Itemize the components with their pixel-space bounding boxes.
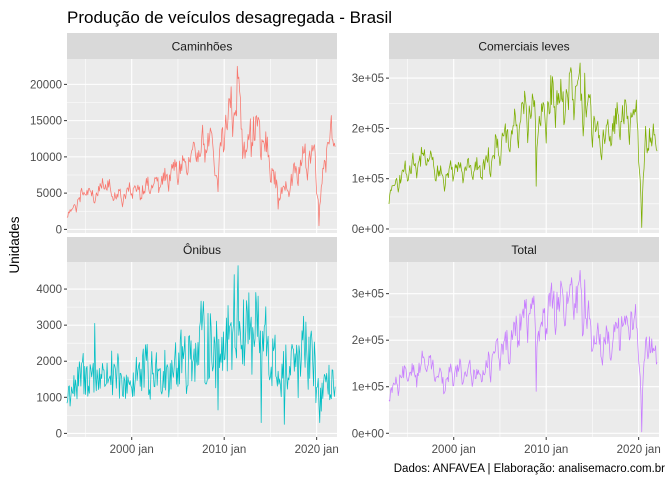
panel-3-background xyxy=(67,262,337,437)
panel-2-y-tick-label: 2e+05 xyxy=(352,123,384,135)
chart-caption: Dados: ANFAVEA | Elaboração: analisemacr… xyxy=(394,463,665,475)
panel-2-strip xyxy=(389,33,659,59)
panel-4-strip-label: Total xyxy=(511,243,536,257)
panel-2-series-line xyxy=(388,62,658,228)
panel-3-x-tick-label: 2010 jan xyxy=(202,444,246,456)
chart-title: Produção de veículos desagregada - Brasi… xyxy=(67,8,392,27)
panel-1-background xyxy=(67,59,337,233)
panel-2-y-tick-label: 1e+05 xyxy=(352,174,384,186)
panel-2: Comerciais leves 0e+00 1e+05 2e+05 3e+05 xyxy=(352,33,659,236)
panel-1-strip-label: Caminhões xyxy=(172,40,233,54)
panel-3-x-tick-label: 2000 jan xyxy=(110,444,154,456)
panel-3-y-tick-label: 3000 xyxy=(36,320,62,332)
panel-3-y-tick-label: 0 xyxy=(56,428,62,440)
panel-4-y-tick-label: 1e+05 xyxy=(352,382,384,394)
panel-3-y-tick-label: 4000 xyxy=(36,284,62,296)
panel-3: Ônibus 0 1000 2000 3000 4000 2000 jan 2010 jan 2… xyxy=(36,237,339,456)
panel-4-x-tick-label: 2010 jan xyxy=(524,444,568,456)
panel-2-background xyxy=(389,59,659,233)
panel-1-y-tick-label: 0 xyxy=(56,224,62,236)
panel-1: Caminhões 0 5000 10000 15000 20000 xyxy=(30,33,337,236)
y-axis-label: Unidades xyxy=(7,216,22,273)
panel-4: Total 0e+00 1e+05 2e+05 3e+05 2000 jan 2010 ja… xyxy=(352,237,661,456)
panel-3-y-tick-label: 2000 xyxy=(36,356,62,368)
panel-1-y-tick-label: 15000 xyxy=(30,116,62,128)
panel-1-y-tick-label: 5000 xyxy=(36,188,62,200)
panel-1-y-tick-label: 20000 xyxy=(30,79,62,91)
panel-3-x-tick-label: 2020 jan xyxy=(295,444,339,456)
panel-2-y-tick-label: 0e+00 xyxy=(352,224,384,236)
panel-3-y-tick-label: 1000 xyxy=(36,392,62,404)
panel-4-y-tick-label: 0e+00 xyxy=(352,428,384,440)
panel-4-x-tick-label: 2020 jan xyxy=(617,444,661,456)
facet-panels: Caminhões05000100001500020000Comerciais … xyxy=(30,33,661,456)
panel-4-strip xyxy=(389,237,659,262)
panel-1-series-line xyxy=(66,65,336,227)
panel-3-series-line xyxy=(66,265,336,425)
panel-1-y-tick-label: 10000 xyxy=(30,152,62,164)
panel-3-strip-label: Ônibus xyxy=(183,242,221,257)
panel-3-strip xyxy=(67,237,337,262)
panel-2-strip-label: Comerciais leves xyxy=(478,40,569,54)
panel-2-y-tick-label: 3e+05 xyxy=(352,73,384,85)
panel-1-strip xyxy=(67,33,337,59)
panel-4-x-tick-label: 2000 jan xyxy=(432,444,476,456)
panel-4-y-tick-label: 3e+05 xyxy=(352,289,384,301)
panel-4-y-tick-label: 2e+05 xyxy=(352,335,384,347)
panel-4-background xyxy=(389,262,659,437)
panel-4-series-line xyxy=(388,270,658,433)
